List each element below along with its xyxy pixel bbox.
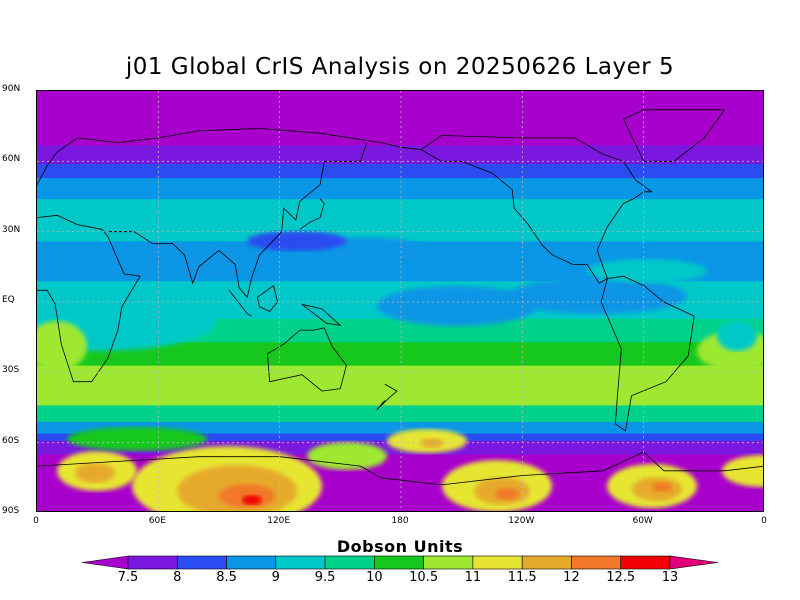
coastline — [299, 198, 325, 230]
coastline — [257, 284, 279, 312]
colorbar-tick-label: 11 — [464, 570, 482, 585]
contour-blob — [722, 455, 763, 487]
contour-blob — [507, 278, 687, 314]
colorbar-swatch — [324, 555, 375, 570]
coastline — [420, 135, 654, 284]
coastline — [37, 451, 763, 486]
colorbar-swatch — [176, 555, 227, 570]
colorbar-tick-label: 9 — [271, 570, 280, 585]
coastline — [301, 303, 342, 327]
colorbar-title: Dobson Units — [336, 537, 464, 556]
coastline — [37, 128, 422, 185]
contour-blob — [495, 488, 519, 500]
colorbar-high-arrow — [669, 555, 719, 570]
colorbar-swatch — [127, 555, 178, 570]
contour-blob — [652, 482, 672, 492]
colorbar-swatch — [374, 555, 424, 570]
coastline — [600, 275, 695, 432]
colorbar-low-arrow — [81, 555, 129, 570]
colorbar-tick-label: 10.5 — [409, 570, 439, 585]
lon-tick-label: 60W — [632, 516, 653, 526]
colorbar-tick-label: 8.5 — [216, 570, 237, 585]
colorbar — [81, 555, 719, 570]
colorbar-tick-label: 11.5 — [507, 570, 537, 585]
colorbar-swatch — [620, 555, 671, 570]
lat-tick-label: 90S — [2, 506, 20, 516]
colorbar-swatch — [226, 555, 277, 570]
contour-blob — [75, 463, 115, 483]
contour-blob — [247, 231, 347, 251]
colorbar-swatch — [571, 555, 622, 570]
contour-band — [37, 91, 763, 150]
coastline — [267, 327, 347, 392]
contour-blob — [242, 495, 262, 505]
contour-band — [37, 199, 763, 222]
colorbar-tick-label: 10 — [366, 570, 383, 585]
contour-band — [37, 405, 763, 426]
colorbar-tick-label: 12 — [563, 570, 580, 585]
grid-lines — [37, 91, 763, 511]
lat-tick-label: 60N — [2, 154, 21, 165]
lat-tick-label: 30S — [2, 365, 20, 376]
contour-blob — [87, 243, 267, 279]
contour-band — [37, 365, 763, 410]
colorbar-tick-label: 7.5 — [117, 570, 139, 585]
colorbar-tick-label: 13 — [661, 570, 679, 585]
colorbar-swatch — [423, 555, 474, 570]
lon-tick-label: 180 — [391, 516, 409, 526]
lon-tick-label: 0 — [761, 516, 767, 526]
lon-tick-label: 0 — [33, 516, 39, 526]
colorbar-swatch — [275, 555, 326, 570]
lon-tick-label: 120W — [508, 516, 535, 526]
lat-tick-label: 90N — [2, 84, 21, 94]
coastline — [37, 214, 141, 383]
contour-blob — [717, 321, 757, 351]
contour-blobs — [37, 231, 763, 511]
contour-blob — [377, 286, 537, 326]
plot-title: j01 Global CrIS Analysis on 20250626 Lay… — [125, 54, 675, 80]
coastline — [107, 142, 367, 299]
lon-tick-label: 60E — [148, 516, 166, 526]
lat-tick-label: EQ — [2, 295, 15, 305]
contour-blob — [67, 427, 207, 451]
contour-blob — [307, 442, 387, 470]
colorbar-tick-label: 9.5 — [314, 570, 336, 585]
contour-band — [37, 164, 763, 183]
contour-band — [37, 145, 763, 169]
coastline — [228, 290, 252, 317]
lat-tick-label: 30N — [2, 224, 21, 235]
coastlines — [37, 109, 763, 486]
coastline — [376, 383, 398, 411]
lon-tick-label: 120E — [267, 516, 291, 526]
colorbar-tick-label: 8 — [173, 570, 182, 585]
map-frame — [36, 90, 764, 512]
ozone-contour-map — [37, 91, 763, 511]
lat-tick-label: 60S — [2, 435, 20, 446]
colorbar-tick-label: 12.5 — [606, 570, 636, 585]
colorbar-swatch — [521, 555, 572, 570]
colorbar-swatch — [472, 555, 523, 570]
